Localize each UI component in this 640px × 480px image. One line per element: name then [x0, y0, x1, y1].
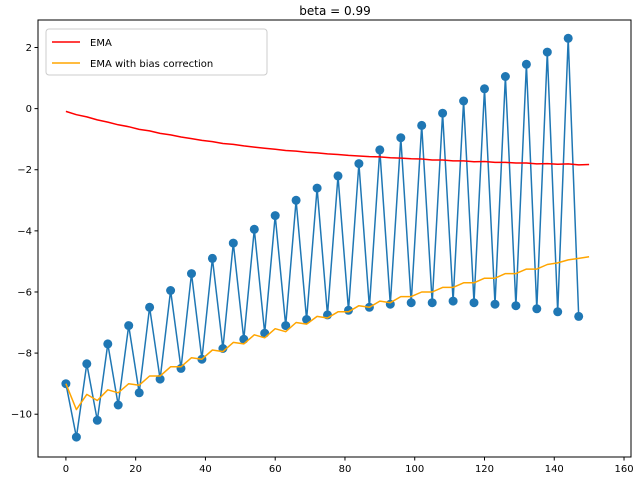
observed-point	[448, 296, 458, 306]
chart-title: beta = 0.99	[299, 4, 370, 18]
legend-box	[45, 28, 268, 76]
observed-point	[396, 133, 406, 143]
observed-point	[207, 253, 217, 263]
observed-point	[500, 72, 510, 81]
observed-point	[187, 269, 196, 279]
observed-point	[521, 59, 531, 69]
observed-point	[145, 302, 155, 312]
y-tick-label: 0	[26, 104, 32, 115]
observed-point	[542, 47, 552, 57]
x-tick-label: 0	[63, 464, 69, 475]
x-tick-label: 160	[614, 464, 633, 475]
legend: EMA EMA with bias correction	[45, 28, 268, 76]
observed-point	[427, 298, 437, 308]
observed-point	[480, 84, 489, 94]
observed-point	[176, 363, 186, 373]
observed-point	[354, 159, 364, 169]
observed-point	[375, 145, 385, 155]
y-tick-label: 2	[26, 43, 32, 54]
observed-point	[155, 374, 165, 384]
x-tick-label: 20	[129, 464, 142, 475]
x-tick-label: 80	[339, 464, 352, 475]
observed-point	[92, 415, 102, 425]
observed-point	[417, 120, 427, 130]
ema-bias-corrected-line	[65, 256, 590, 411]
observed-point	[134, 388, 144, 398]
observed-point	[124, 321, 134, 331]
observed-point	[469, 298, 479, 308]
observed-point	[71, 432, 81, 442]
observed-point	[490, 299, 500, 309]
observed-point	[459, 96, 469, 106]
observed-point	[511, 301, 521, 311]
observed-point	[270, 211, 280, 221]
x-tick-label: 100	[405, 464, 424, 475]
observed-point	[228, 238, 238, 248]
observed-point	[291, 195, 301, 205]
observed-point	[574, 311, 584, 321]
observed-point	[103, 339, 113, 349]
y-tick-label: −2	[17, 165, 32, 176]
observed-point	[312, 183, 322, 193]
legend-label: EMA with bias correction	[90, 59, 213, 70]
observed-point	[281, 321, 291, 331]
observed-series-line	[65, 37, 580, 438]
axes: 0 20 40 60 80 100 120 140 160 −10 −8 −6 −4 −2 0 2	[11, 43, 634, 475]
observed-point	[553, 307, 563, 317]
observed-point	[166, 286, 176, 295]
ema-line	[65, 110, 590, 166]
x-tick-label: 40	[199, 464, 212, 475]
observed-point	[406, 298, 416, 308]
observed-point	[532, 304, 542, 314]
legend-label: EMA	[90, 38, 112, 49]
observed-point	[113, 400, 123, 410]
y-tick-label: −8	[17, 349, 32, 360]
observed-point	[249, 224, 259, 234]
observed-point	[563, 33, 573, 43]
y-tick-label: −4	[17, 226, 32, 237]
y-tick-label: −10	[11, 410, 32, 421]
plot-area	[61, 33, 590, 442]
x-tick-label: 60	[269, 464, 282, 475]
y-tick-label: −6	[17, 287, 32, 298]
x-tick-label: 120	[475, 464, 494, 475]
observed-point	[438, 108, 448, 118]
observed-point	[239, 334, 249, 344]
observed-point	[82, 359, 92, 369]
observed-point	[333, 171, 343, 181]
axes-frame	[37, 19, 632, 458]
x-tick-label: 140	[545, 464, 564, 475]
